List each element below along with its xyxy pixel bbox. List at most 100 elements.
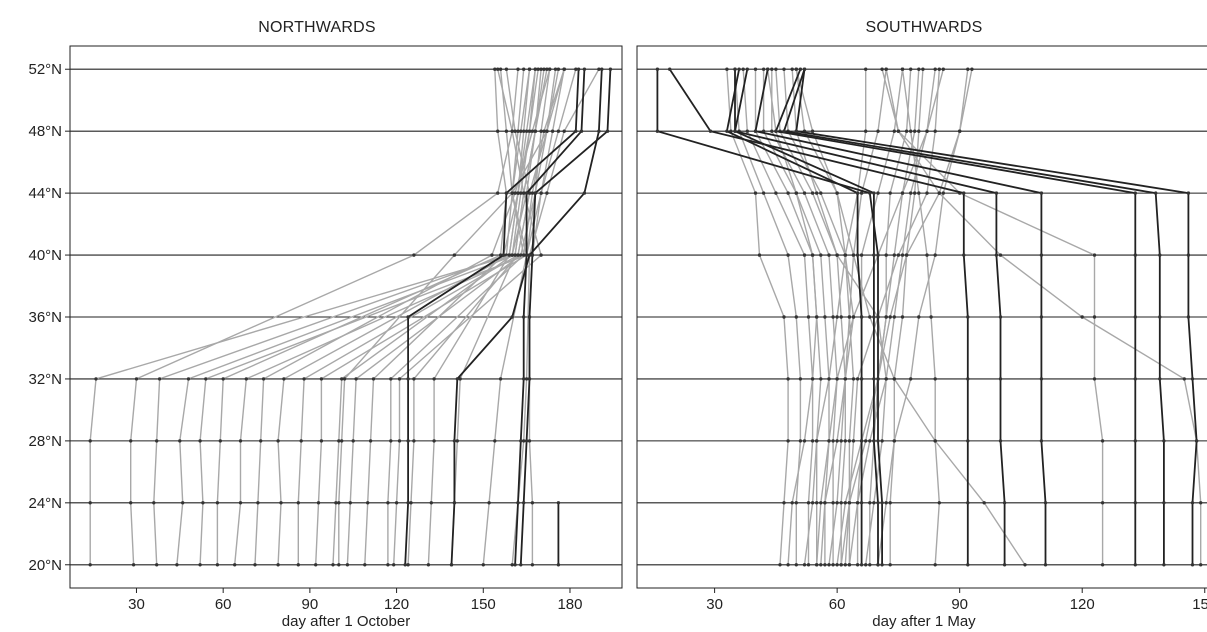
northwards-track-21-point-4 — [539, 253, 543, 257]
northwards-track-25-point-0 — [513, 563, 517, 567]
southwards-track-16-point-8 — [970, 67, 974, 71]
southwards-track-26-point-3 — [859, 377, 864, 381]
southwards-track-19-point-5 — [851, 253, 856, 257]
southwards-track-32-point-6 — [1133, 191, 1138, 195]
northwards-track-8-point-0 — [276, 563, 280, 567]
northwards-track-13-point-2 — [368, 439, 373, 443]
southwards-track-7-point-8 — [782, 67, 786, 71]
northwards-track-3-point-3 — [186, 377, 191, 381]
southwards-track-17-point-0 — [933, 563, 937, 567]
northwards-track-21-point-3 — [397, 377, 402, 381]
northwards-track-16-point-0 — [426, 563, 431, 567]
southwards-track-12-point-8 — [917, 67, 921, 71]
northwards-track-9-point-7 — [504, 67, 509, 71]
southwards-track-22-point-1 — [1199, 501, 1203, 505]
southwards-track-2-point-1 — [806, 501, 811, 505]
northwards-track-1-point-5 — [496, 191, 500, 195]
northwards-track-25-point-8 — [582, 67, 587, 71]
northwards-track-16-point-2 — [432, 439, 436, 443]
northwards-track-21-point-7 — [496, 67, 500, 71]
southwards-track-34-point-8 — [802, 67, 807, 71]
southwards-track-13-point-4 — [892, 315, 896, 319]
southwards-track-24-point-3 — [810, 377, 815, 381]
southwards-x-tick-label-4: 150 — [1192, 596, 1207, 613]
northwards-track-13-point-3 — [371, 377, 376, 381]
southwards-track-27-point-8 — [745, 67, 749, 71]
southwards-track-30-point-6 — [994, 191, 999, 195]
southwards-track-23-point-3 — [884, 377, 888, 381]
southwards-track-0-point-4 — [782, 315, 786, 319]
northwards-track-10-point-2 — [319, 439, 324, 443]
northwards-track-24-point-2 — [452, 439, 457, 443]
southwards-track-2-point-4 — [806, 315, 811, 319]
northwards-track-15-point-2 — [412, 439, 416, 443]
northwards-track-2-point-2 — [155, 439, 159, 443]
northwards-track-9-point-0 — [296, 563, 300, 567]
southwards-track-13-point-6 — [909, 191, 913, 195]
southwards-track-14-point-2 — [827, 439, 831, 443]
southwards-track-5-point-2 — [831, 439, 835, 443]
southwards-track-21-point-0 — [1100, 563, 1105, 567]
southwards-track-9-point-1 — [835, 501, 839, 505]
southwards-track-27-point-5 — [872, 253, 876, 257]
northwards-track-13-point-6 — [522, 129, 526, 133]
northwards-track-19-point-7 — [597, 67, 601, 71]
southwards-track-27-point-6 — [872, 191, 876, 195]
southwards-track-32-point-0 — [1133, 563, 1138, 567]
southwards-track-13-point-2 — [868, 439, 872, 443]
northwards-track-14-point-4 — [522, 253, 526, 257]
southwards-track-32-point-1 — [1133, 501, 1138, 505]
southwards-track-9-point-4 — [847, 315, 852, 319]
southwards-track-11-point-0 — [835, 563, 839, 567]
southwards-track-30-point-8 — [733, 67, 737, 71]
southwards-track-0-point-3 — [786, 377, 790, 381]
southwards-track-19-point-7 — [810, 129, 815, 133]
northwards-track-22-point-3 — [342, 377, 347, 381]
southwards-track-34-point-0 — [1190, 563, 1195, 567]
northwards-track-21-point-2 — [397, 439, 402, 443]
northwards-track-10 — [315, 69, 577, 565]
northwards-track-13-point-0 — [363, 563, 367, 567]
southwards-track-31-point-8 — [766, 67, 770, 71]
southwards-track-14-point-0 — [815, 563, 819, 567]
southwards-track-32-point-7 — [774, 129, 778, 133]
northwards-track-12-point-2 — [351, 439, 355, 443]
northwards-track-7-point-1 — [256, 501, 260, 505]
southwards-title: SOUTHWARDS — [866, 19, 983, 36]
southwards-track-26-point-1 — [859, 501, 864, 505]
southwards-track-22-point-6 — [937, 191, 941, 195]
southwards-track-28-point-0 — [880, 563, 884, 567]
southwards-track-16-point-6 — [941, 191, 945, 195]
southwards-track-32-point-8 — [798, 67, 803, 71]
southwards-track-2-point-6 — [774, 191, 778, 195]
southwards-track-1-point-6 — [761, 191, 766, 195]
northwards-track-16-point-4 — [507, 253, 511, 257]
northwards-track-13 — [364, 69, 531, 565]
northwards-track-18-point-6 — [545, 129, 549, 133]
northwards-track-5-point-0 — [215, 563, 220, 567]
southwards-track-33-point-1 — [1162, 501, 1166, 505]
northwards-track-20-point-1 — [530, 501, 535, 505]
southwards-track-20-point-1 — [847, 501, 852, 505]
southwards-track-3-point-1 — [815, 501, 819, 505]
southwards-track-18-point-1 — [888, 501, 892, 505]
southwards-track-3-point-3 — [819, 377, 823, 381]
southwards-track-26-point-8 — [737, 67, 741, 71]
northwards-track-22 — [338, 69, 525, 565]
southwards-track-19-point-1 — [982, 501, 986, 505]
northwards-series — [88, 67, 613, 567]
southwards-track-31-point-5 — [1039, 253, 1044, 257]
northwards-track-24-point-7 — [597, 129, 601, 133]
northwards-track-15-point-1 — [409, 501, 413, 505]
northwards-track-17-point-6 — [533, 129, 537, 133]
southwards-track-20-point-5 — [904, 253, 909, 257]
northwards-track-12-point-1 — [348, 501, 352, 505]
northwards-track-25-point-4 — [522, 315, 526, 319]
southwards-track-0-point-0 — [778, 563, 782, 567]
northwards-track-15-point-3 — [412, 377, 416, 381]
southwards-track-21-point-3 — [1092, 377, 1097, 381]
southwards-track-33-point-5 — [1158, 253, 1162, 257]
southwards-track-25-point-2 — [815, 439, 819, 443]
northwards-track-17-point-4 — [513, 253, 517, 257]
